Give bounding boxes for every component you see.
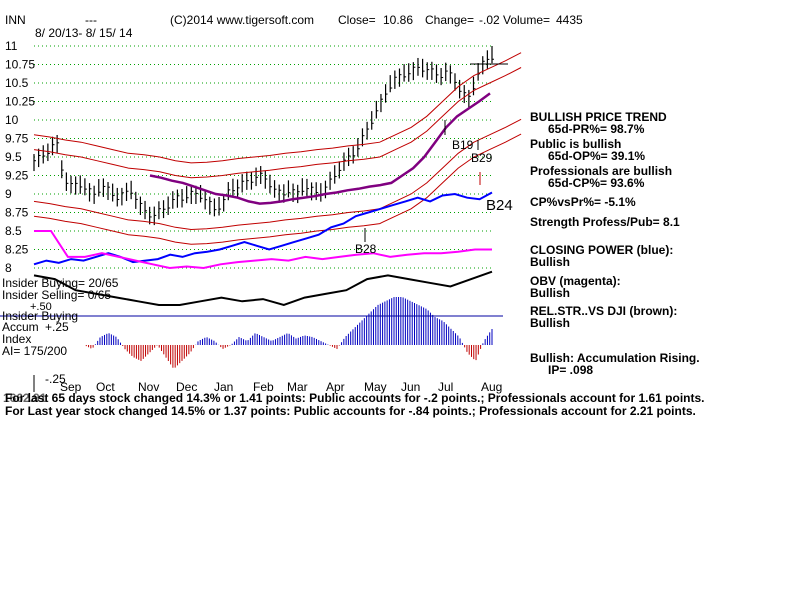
accum-minus-label: -.25 bbox=[45, 372, 66, 386]
upper-inner-band bbox=[33, 67, 522, 179]
index-label: Index bbox=[2, 332, 31, 346]
month-label-nov: Nov bbox=[138, 380, 159, 394]
cp-value: 65d-CP%= 93.6% bbox=[548, 176, 645, 190]
lower-band bbox=[33, 133, 522, 245]
y-tick-label: 8 bbox=[5, 261, 12, 275]
bullish-trend-block: BULLISH PRICE TREND 65d-PR%= 98.7% bbox=[530, 111, 667, 135]
ma-path bbox=[149, 92, 491, 205]
ai-label: AI= 175/200 bbox=[2, 344, 67, 358]
signal-b28: B28 bbox=[355, 242, 377, 256]
accum-plus-label: +.25 bbox=[45, 320, 69, 334]
obv-label: OBV (magenta): bbox=[530, 274, 621, 288]
obv-line bbox=[34, 230, 492, 270]
relstr-status: Bullish bbox=[530, 316, 571, 330]
ip-value: IP= .098 bbox=[548, 363, 594, 377]
month-label-may: May bbox=[364, 380, 387, 394]
relstr-label: REL.STR..VS DJI (brown): bbox=[530, 304, 678, 318]
footer-line-65d: For last 65 days stock changed 14.3% or … bbox=[5, 391, 705, 405]
symbol-label: INN bbox=[5, 13, 26, 27]
close-value: 10.86 bbox=[383, 13, 413, 27]
plus-50-label: +.50 bbox=[30, 301, 52, 313]
closing-power-path bbox=[33, 191, 493, 266]
y-tick-label: 11 bbox=[5, 39, 18, 53]
y-tick-label: 9.5 bbox=[5, 150, 22, 164]
month-label-jun: Jun bbox=[401, 380, 420, 394]
pr-value: 65d-PR%= 98.7% bbox=[548, 122, 645, 136]
price-bands bbox=[33, 52, 522, 245]
pros-block: Professionals are bullish 65d-CP%= 93.6% bbox=[530, 165, 672, 189]
copyright-label: (C)2014 www.tigersoft.com bbox=[170, 13, 314, 27]
footer-line-year: For Last year stock changed 14.5% or 1.3… bbox=[5, 404, 696, 418]
volume-label: Volume= bbox=[503, 13, 550, 27]
closing-power-block: CLOSING POWER (blue): Bullish bbox=[530, 244, 673, 268]
y-tick-label: 9.75 bbox=[5, 132, 29, 146]
change-value: -.02 bbox=[479, 13, 500, 27]
cpvspr-value: CP%vsPr%= -5.1% bbox=[530, 195, 636, 209]
month-axis-labels: Sep Oct Nov Dec Jan Feb Mar Apr May Jun Jul Aug bbox=[60, 380, 502, 394]
price-gridlines bbox=[34, 45, 492, 269]
y-tick-label: 10.25 bbox=[5, 95, 35, 109]
signal-b24: B24 bbox=[486, 197, 513, 214]
strength-value: Strength Profess/Pub= 8.1 bbox=[530, 215, 680, 229]
price-bars bbox=[33, 46, 494, 226]
signal-b29: B29 bbox=[471, 151, 493, 165]
insider-selling-count: Insider Selling= 0/65 bbox=[2, 288, 111, 302]
price-axis-labels: 11 10.75 10.5 10.25 10 9.75 9.5 9.25 9 8.75 8.5 8.2… bbox=[5, 39, 35, 275]
month-label-mar: Mar bbox=[287, 380, 308, 394]
insider-buying-count: Insider Buying= 20/65 bbox=[2, 276, 119, 290]
public-block: Public is bullish 65d-OP%= 39.1% bbox=[530, 138, 645, 162]
y-tick-label: 8.5 bbox=[5, 224, 22, 238]
volume-value: 4435 bbox=[556, 13, 583, 27]
month-label-dec: Dec bbox=[176, 380, 197, 394]
upper-band bbox=[33, 52, 522, 164]
accum-block: Bullish: Accumulation Rising. IP= .098 bbox=[530, 352, 700, 376]
insider-buying-label: Insider Buying bbox=[2, 309, 78, 323]
month-label-oct: Oct bbox=[96, 380, 115, 394]
y-tick-label: 8.75 bbox=[5, 206, 29, 220]
accum-label: Accum bbox=[2, 320, 39, 334]
pros-label: Professionals are bullish bbox=[530, 164, 673, 178]
month-label-feb: Feb bbox=[253, 380, 274, 394]
closing-power-status: Bullish bbox=[530, 255, 571, 269]
month-label-sep: Sep bbox=[60, 380, 82, 394]
accumulation-histogram bbox=[85, 297, 493, 368]
accum-status: Bullish: Accumulation Rising. bbox=[530, 351, 700, 365]
y-tick-label: 9.25 bbox=[5, 169, 29, 183]
y-tick-label: 9 bbox=[5, 187, 12, 201]
footer-overlay: 1662.91 bbox=[3, 391, 47, 405]
header-dashes: --- bbox=[85, 13, 97, 27]
op-value: 65d-OP%= 39.1% bbox=[548, 149, 646, 163]
closing-power-label: CLOSING POWER (blue): bbox=[530, 243, 674, 257]
month-label-aug: Aug bbox=[481, 380, 502, 394]
date-range: 8/ 20/13- 8/ 15/ 14 bbox=[35, 26, 133, 40]
month-label-jul: Jul bbox=[438, 380, 453, 394]
obv-status: Bullish bbox=[530, 286, 571, 300]
public-label: Public is bullish bbox=[530, 137, 622, 151]
y-tick-label: 10 bbox=[5, 113, 19, 127]
y-tick-label: 10.5 bbox=[5, 76, 29, 90]
obv-path bbox=[34, 230, 492, 270]
lower-inner-band bbox=[33, 118, 522, 231]
change-label: Change= bbox=[425, 13, 474, 27]
y-tick-label: 10.75 bbox=[5, 58, 35, 72]
relative-strength-line bbox=[33, 270, 493, 307]
close-label: Close= bbox=[338, 13, 376, 27]
trend-label: BULLISH PRICE TREND bbox=[530, 110, 667, 124]
signal-b19: B19 bbox=[452, 138, 474, 152]
closing-power-line bbox=[33, 191, 493, 266]
moving-average-line bbox=[149, 92, 491, 205]
relstr-block: REL.STR..VS DJI (brown): Bullish bbox=[530, 305, 677, 329]
month-label-jan: Jan bbox=[214, 380, 233, 394]
obv-block: OBV (magenta): Bullish bbox=[530, 275, 621, 299]
relstr-path bbox=[33, 270, 493, 307]
y-tick-label: 8.25 bbox=[5, 243, 29, 257]
month-label-apr: Apr bbox=[326, 380, 345, 394]
